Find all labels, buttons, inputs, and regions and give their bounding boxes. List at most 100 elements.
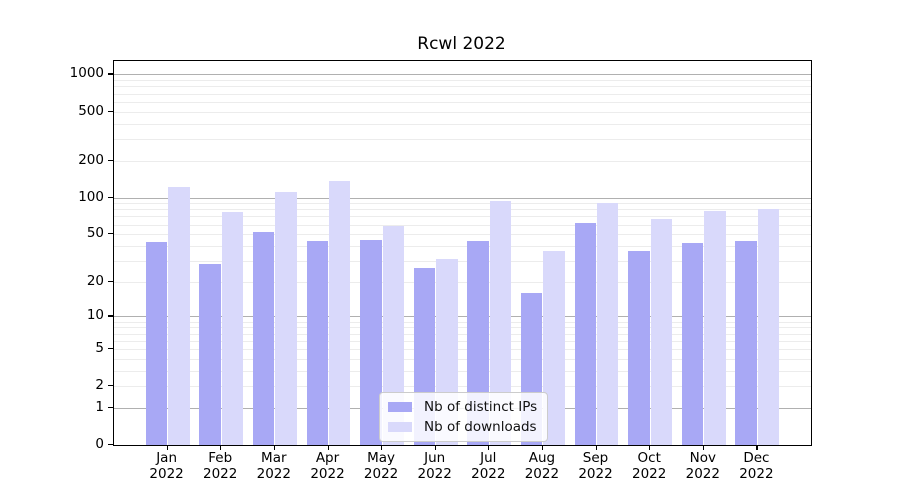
minor-gridline	[114, 224, 811, 226]
x-tick-mark	[649, 445, 651, 450]
legend: Nb of distinct IPs Nb of downloads	[379, 392, 549, 442]
legend-label: Nb of downloads	[424, 419, 537, 435]
x-tick-mark	[327, 445, 329, 450]
y-tick-label: 10	[86, 307, 104, 324]
x-tick-mark	[166, 445, 168, 450]
bar-distinct-ips-apr	[306, 240, 329, 445]
x-tick-label-dec: Dec 2022	[739, 450, 774, 482]
bar-downloads-jan	[168, 187, 190, 445]
major-gridline	[114, 316, 811, 318]
bar-downloads-apr	[328, 181, 351, 445]
minor-gridline	[114, 86, 811, 88]
bar-downloads-may	[382, 226, 405, 445]
y-tick-label: 200	[78, 151, 104, 168]
minor-gridline	[114, 80, 811, 82]
minor-gridline	[114, 358, 811, 360]
y-tick-mark	[108, 444, 113, 446]
minor-gridline	[114, 260, 811, 262]
x-tick-mark	[702, 445, 704, 450]
bar-downloads-sep	[596, 202, 619, 445]
minor-gridline	[114, 160, 811, 162]
legend-label: Nb of distinct IPs	[424, 399, 538, 415]
minor-gridline	[114, 93, 811, 95]
y-tick-mark	[108, 280, 113, 282]
x-tick-label-jan: Jan 2022	[149, 450, 184, 482]
x-tick-mark	[273, 445, 275, 450]
bar-distinct-ips-dec	[735, 240, 757, 445]
bar-distinct-ips-oct	[628, 251, 650, 445]
bar-downloads-oct	[650, 218, 673, 445]
x-tick-mark	[595, 445, 597, 450]
x-tick-label-sep: Sep 2022	[578, 450, 613, 482]
major-gridline	[114, 197, 811, 199]
minor-gridline	[114, 348, 811, 350]
bar-distinct-ips-feb	[199, 264, 221, 445]
y-tick-mark	[108, 233, 113, 235]
y-tick-mark	[108, 347, 113, 350]
x-tick-label-feb: Feb 2022	[203, 450, 238, 482]
minor-gridline	[114, 138, 811, 140]
x-tick-mark	[488, 445, 490, 450]
y-tick-mark	[108, 196, 113, 198]
y-tick-mark	[108, 73, 113, 75]
y-tick-mark	[108, 110, 113, 112]
minor-gridline	[114, 386, 811, 388]
x-tick-label-jun: Jun 2022	[417, 450, 452, 482]
y-tick-label: 0	[95, 436, 104, 452]
y-tick-mark	[108, 385, 113, 387]
y-tick-label: 100	[78, 188, 104, 205]
minor-gridline	[114, 321, 811, 323]
y-tick-label: 5	[95, 339, 104, 356]
minor-gridline	[114, 216, 811, 218]
y-tick-label: 1	[95, 398, 104, 415]
x-tick-label-aug: Aug 2022	[524, 450, 560, 482]
y-tick-mark	[108, 406, 113, 408]
legend-row: Nb of downloads	[388, 419, 537, 435]
x-tick-label-may: May 2022	[363, 450, 399, 482]
x-tick-mark	[434, 445, 436, 450]
bar-distinct-ips-mar	[252, 232, 275, 445]
bar-distinct-ips-may	[360, 239, 382, 445]
minor-gridline	[114, 245, 811, 247]
bar-downloads-nov	[704, 210, 726, 445]
minor-gridline	[114, 370, 811, 372]
y-tick-label: 50	[86, 225, 104, 242]
x-tick-label-apr: Apr 2022	[310, 450, 345, 482]
chart-plot-area	[113, 60, 812, 446]
x-tick-mark	[220, 445, 222, 450]
major-gridline	[114, 74, 811, 76]
x-tick-mark	[541, 445, 544, 450]
x-tick-label-oct: Oct 2022	[632, 450, 667, 482]
bar-downloads-jul	[489, 200, 512, 445]
x-tick-label-nov: Nov 2022	[685, 450, 720, 482]
chart-title: Rcwl 2022	[417, 34, 506, 54]
minor-gridline	[114, 209, 811, 211]
minor-gridline	[114, 203, 811, 205]
legend-swatch-downloads	[388, 422, 412, 432]
x-tick-mark	[381, 445, 383, 450]
bar-downloads-dec	[757, 209, 780, 445]
bar-downloads-feb	[221, 212, 244, 445]
minor-gridline	[114, 234, 811, 236]
x-tick-label-jul: Jul 2022	[471, 450, 506, 482]
y-tick-mark	[108, 315, 113, 317]
bar-distinct-ips-jan	[145, 242, 168, 445]
legend-swatch-distinct-ips	[388, 402, 412, 412]
minor-gridline	[114, 327, 811, 329]
minor-gridline	[114, 281, 811, 283]
bar-downloads-aug	[543, 251, 565, 445]
minor-gridline	[114, 111, 811, 113]
bar-downloads-mar	[275, 192, 297, 445]
x-tick-label-mar: Mar 2022	[256, 450, 291, 482]
minor-gridline	[114, 333, 811, 335]
y-tick-mark	[108, 159, 113, 161]
bar-distinct-ips-nov	[681, 243, 704, 445]
y-tick-label: 1000	[69, 65, 104, 82]
minor-gridline	[114, 340, 811, 342]
y-tick-label: 500	[78, 102, 104, 119]
legend-row: Nb of distinct IPs	[388, 399, 537, 415]
minor-gridline	[114, 101, 811, 103]
x-tick-mark	[756, 445, 758, 450]
bar-distinct-ips-sep	[574, 222, 597, 445]
